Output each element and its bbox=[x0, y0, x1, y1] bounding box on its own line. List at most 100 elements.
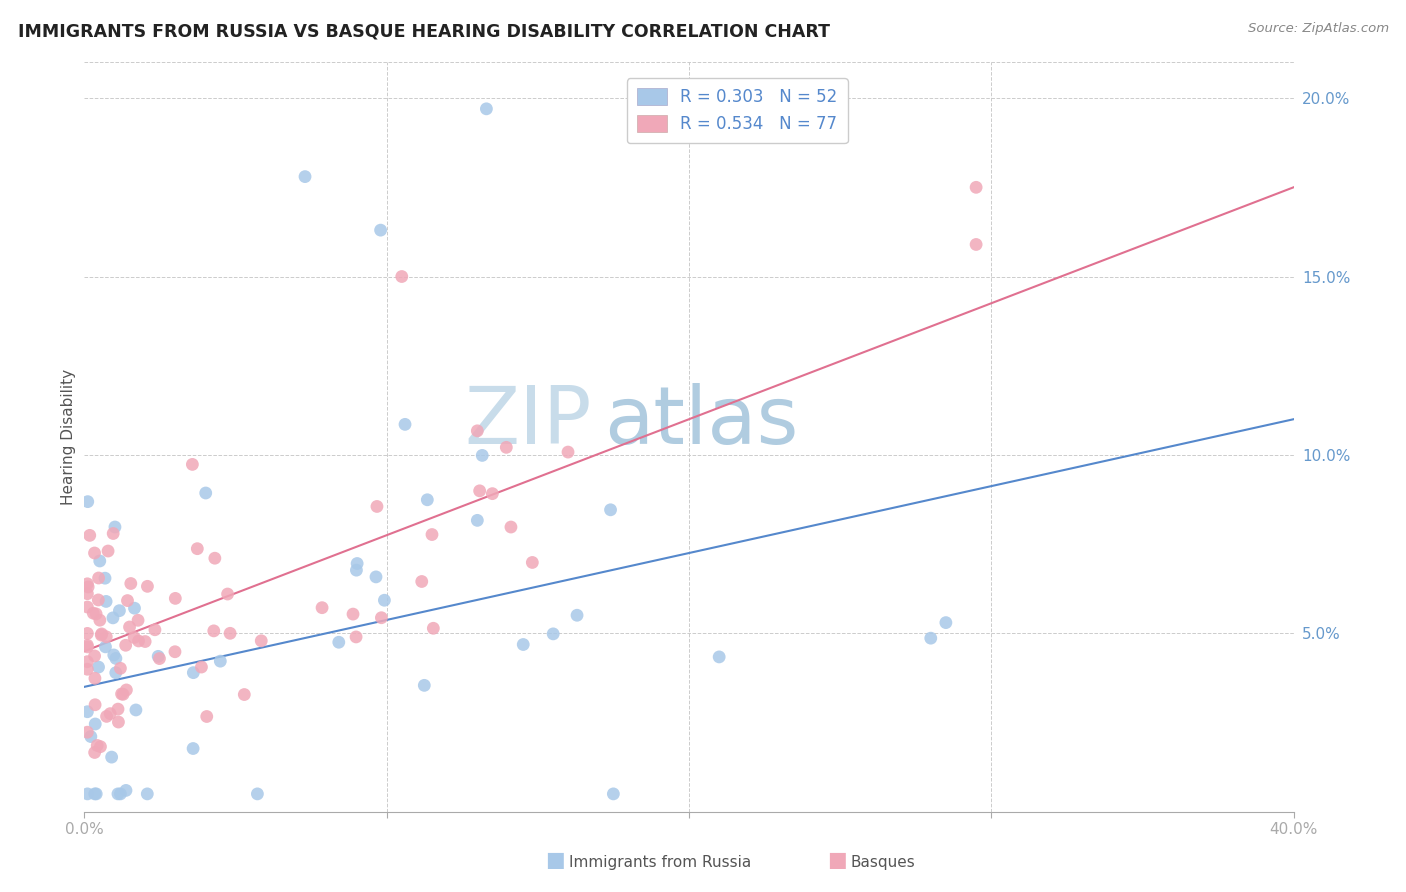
Point bbox=[100, 750, 122, 764]
Point bbox=[107, 702, 129, 716]
Point bbox=[413, 678, 436, 692]
Point bbox=[344, 630, 367, 644]
Point bbox=[965, 180, 987, 194]
Point bbox=[370, 223, 392, 237]
Point bbox=[80, 730, 103, 744]
Point bbox=[209, 654, 232, 668]
Text: ■: ■ bbox=[546, 850, 565, 870]
Y-axis label: Hearing Disability: Hearing Disability bbox=[60, 369, 76, 505]
Point bbox=[84, 787, 107, 801]
Point bbox=[217, 587, 239, 601]
Point bbox=[328, 635, 350, 649]
Point bbox=[89, 613, 111, 627]
Point bbox=[89, 739, 111, 754]
Point bbox=[90, 627, 112, 641]
Point bbox=[391, 269, 413, 284]
Point bbox=[107, 787, 129, 801]
Point bbox=[84, 607, 107, 621]
Point bbox=[128, 634, 150, 648]
Point bbox=[394, 417, 416, 432]
Point bbox=[76, 655, 98, 669]
Point bbox=[202, 624, 225, 638]
Point bbox=[76, 600, 98, 615]
Point bbox=[190, 660, 212, 674]
Point bbox=[76, 587, 98, 601]
Point bbox=[420, 527, 443, 541]
Point bbox=[76, 576, 98, 591]
Point bbox=[416, 492, 439, 507]
Text: Source: ZipAtlas.com: Source: ZipAtlas.com bbox=[1249, 22, 1389, 36]
Point bbox=[422, 621, 444, 635]
Point bbox=[204, 551, 226, 566]
Text: ZIP: ZIP bbox=[465, 383, 592, 461]
Point bbox=[965, 237, 987, 252]
Point bbox=[370, 611, 392, 625]
Point bbox=[136, 579, 159, 593]
Point bbox=[118, 620, 141, 634]
Point bbox=[76, 494, 98, 508]
Text: ■: ■ bbox=[827, 850, 846, 870]
Point bbox=[76, 787, 98, 801]
Point bbox=[110, 661, 132, 675]
Point bbox=[233, 688, 256, 702]
Point bbox=[122, 631, 145, 645]
Point bbox=[920, 631, 942, 645]
Point bbox=[342, 607, 364, 621]
Point bbox=[112, 687, 135, 701]
Point bbox=[108, 604, 131, 618]
Point bbox=[94, 571, 117, 585]
Text: Basques: Basques bbox=[851, 855, 915, 870]
Point bbox=[96, 709, 118, 723]
Point bbox=[83, 746, 105, 760]
Point bbox=[148, 651, 170, 665]
Point bbox=[101, 611, 124, 625]
Point bbox=[97, 544, 120, 558]
Point bbox=[77, 580, 100, 594]
Point bbox=[114, 638, 136, 652]
Point bbox=[76, 640, 98, 654]
Point bbox=[181, 741, 204, 756]
Point bbox=[115, 783, 138, 797]
Point bbox=[104, 520, 127, 534]
Point bbox=[557, 445, 579, 459]
Point bbox=[103, 648, 125, 662]
Point bbox=[183, 665, 205, 680]
Point bbox=[76, 638, 98, 652]
Point bbox=[82, 606, 104, 620]
Point bbox=[163, 645, 186, 659]
Point bbox=[83, 546, 105, 560]
Point bbox=[467, 513, 489, 527]
Point bbox=[467, 424, 489, 438]
Point bbox=[346, 563, 368, 577]
Point bbox=[134, 634, 156, 648]
Point bbox=[194, 486, 217, 500]
Point bbox=[195, 709, 218, 723]
Point bbox=[127, 613, 149, 627]
Point bbox=[83, 648, 105, 663]
Point bbox=[110, 687, 132, 701]
Point bbox=[411, 574, 433, 589]
Point bbox=[148, 649, 170, 664]
Point bbox=[165, 591, 187, 606]
Point bbox=[94, 594, 117, 608]
Point bbox=[115, 682, 138, 697]
Point bbox=[495, 440, 517, 454]
Point bbox=[294, 169, 316, 184]
Text: Immigrants from Russia: Immigrants from Russia bbox=[569, 855, 752, 870]
Point bbox=[136, 787, 159, 801]
Point bbox=[104, 665, 127, 680]
Point bbox=[87, 571, 110, 585]
Point bbox=[104, 651, 127, 665]
Point bbox=[87, 660, 110, 674]
Point bbox=[83, 787, 105, 801]
Point bbox=[373, 593, 395, 607]
Point bbox=[346, 557, 368, 571]
Point bbox=[89, 554, 111, 568]
Point bbox=[107, 714, 129, 729]
Point bbox=[117, 593, 139, 607]
Point bbox=[181, 458, 204, 472]
Point bbox=[98, 706, 121, 721]
Point bbox=[250, 633, 273, 648]
Point bbox=[499, 520, 522, 534]
Point bbox=[94, 640, 117, 654]
